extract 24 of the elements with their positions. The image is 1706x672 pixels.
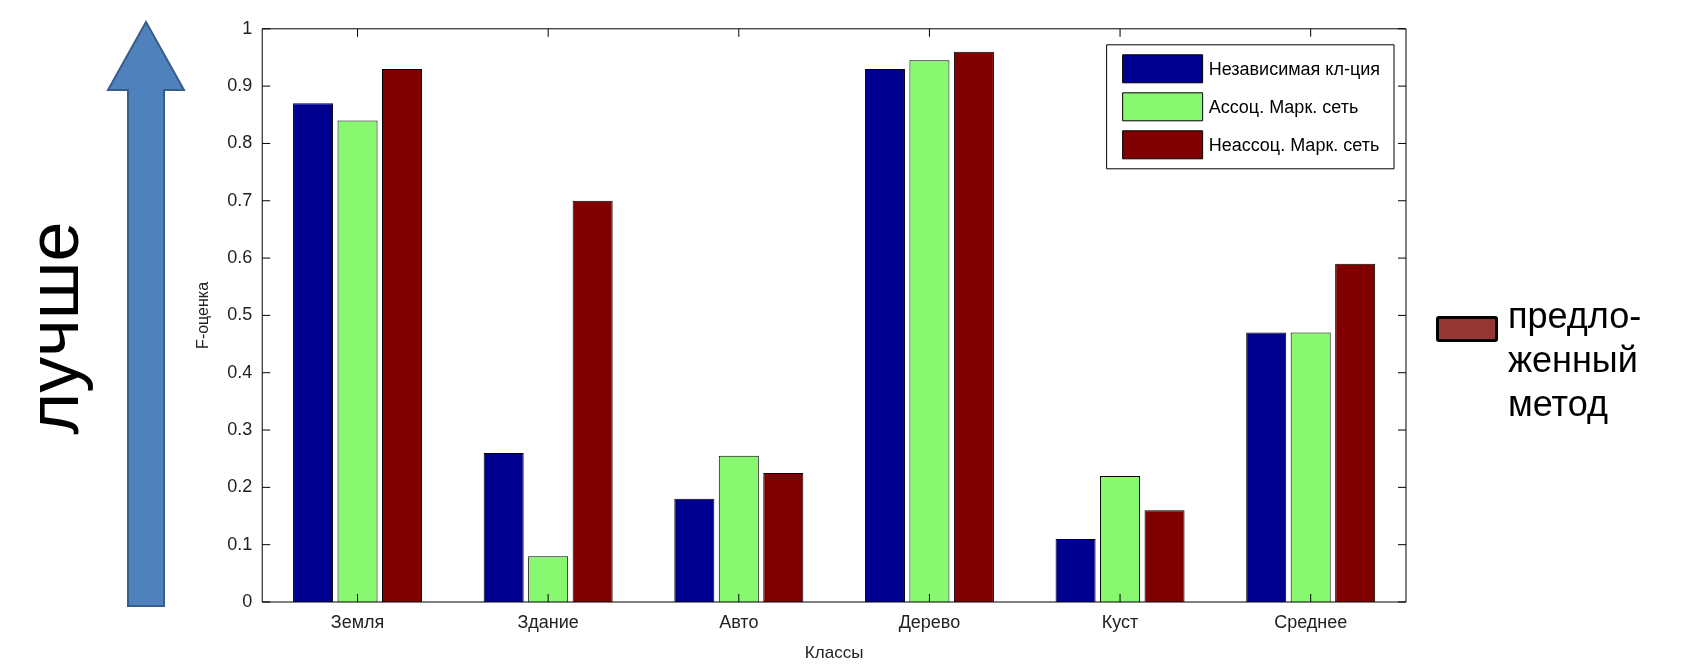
x-tick-label: Куст bbox=[1101, 611, 1139, 632]
y-tick-label: 0.1 bbox=[227, 533, 253, 554]
x-tick-label: Авто bbox=[719, 611, 759, 632]
y-tick-label: 0.8 bbox=[227, 132, 253, 153]
y-tick-label: 0.6 bbox=[227, 247, 253, 268]
legend-label: Ассоц. Марк. сеть bbox=[1208, 96, 1359, 117]
y-tick-label: 1 bbox=[242, 17, 253, 38]
x-tick-label: Здание bbox=[517, 611, 579, 632]
legend-label: Неассоц. Марк. сеть bbox=[1208, 134, 1380, 155]
legend-label: Независимая кл-ция bbox=[1208, 58, 1381, 79]
y-tick-label: 0.2 bbox=[227, 476, 253, 497]
text: предло- женный метод bbox=[1508, 294, 1642, 426]
x-axis-title: Классы bbox=[804, 643, 864, 663]
y-tick-label: 0.5 bbox=[227, 304, 253, 325]
x-tick-label: Земля bbox=[330, 611, 385, 632]
y-tick-label: 0.7 bbox=[227, 189, 253, 210]
text: лучше bbox=[12, 221, 94, 435]
y-tick-label: 0.3 bbox=[227, 419, 253, 440]
y-tick-label: 0.9 bbox=[227, 75, 253, 96]
y-tick-label: 0.4 bbox=[227, 361, 253, 382]
x-tick-label: Среднее bbox=[1274, 611, 1348, 632]
x-tick-label: Дерево bbox=[898, 611, 961, 632]
y-tick-label: 0 bbox=[242, 590, 253, 611]
y-axis-title: F-оценка bbox=[194, 281, 212, 349]
